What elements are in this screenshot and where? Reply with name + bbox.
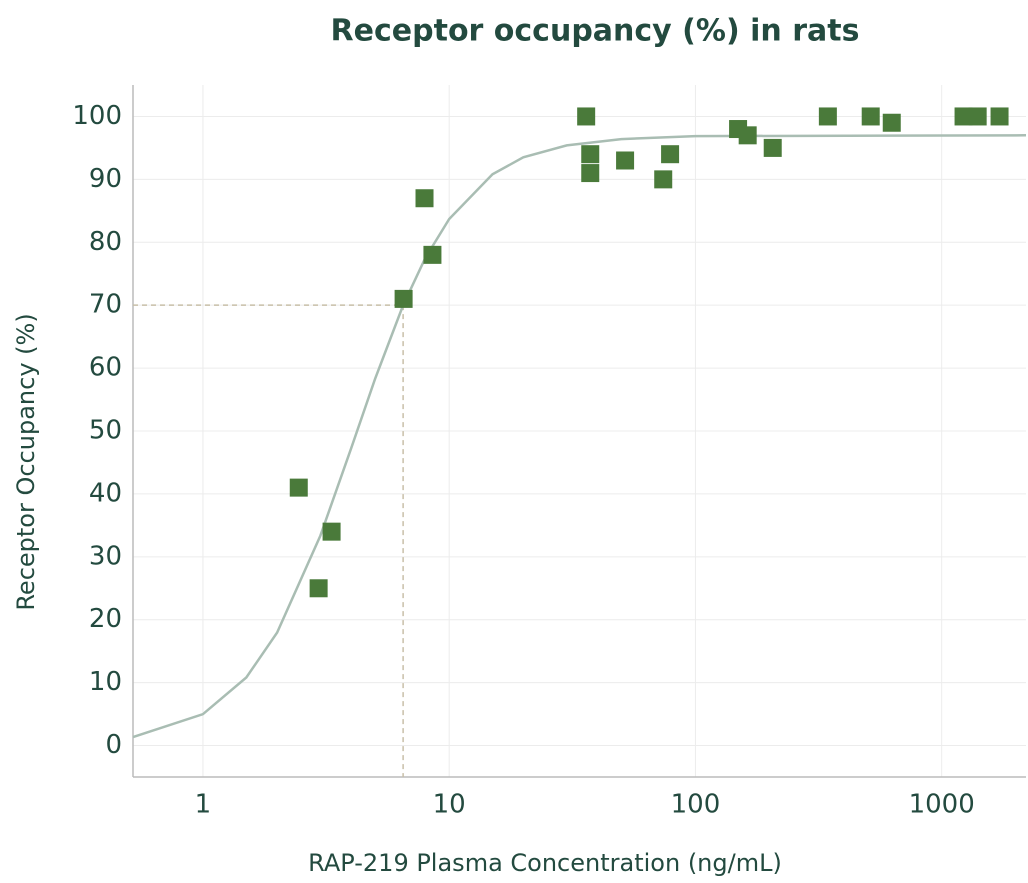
data-point <box>309 579 328 598</box>
data-point <box>289 478 308 497</box>
data-point <box>968 107 987 126</box>
y-tick-label: 90 <box>89 164 122 194</box>
chart-title: Receptor occupancy (%) in rats <box>331 14 860 49</box>
data-point <box>577 107 596 126</box>
data-point <box>738 126 757 145</box>
data-point <box>882 113 901 132</box>
x-tick-label: 1 <box>195 790 212 820</box>
data-point <box>423 245 442 264</box>
data-point <box>654 170 673 189</box>
data-point <box>616 151 635 170</box>
data-point <box>661 145 680 164</box>
data-point <box>954 107 973 126</box>
data-point <box>322 522 341 541</box>
data-point <box>581 145 600 164</box>
y-tick-label: 100 <box>72 101 122 131</box>
fit-curve <box>132 134 1027 739</box>
data-point <box>818 107 837 126</box>
y-tick-label: 80 <box>89 227 122 257</box>
y-tick-label: 60 <box>89 353 122 383</box>
y-tick-label: 30 <box>89 541 122 571</box>
y-tick-label: 50 <box>89 416 122 446</box>
y-axis-label: Receptor Occupancy (%) <box>12 313 40 610</box>
y-tick-label: 20 <box>89 604 122 634</box>
data-point <box>581 164 600 183</box>
x-tick-label: 100 <box>671 790 721 820</box>
x-axis-label: RAP-219 Plasma Concentration (ng/mL) <box>308 849 782 877</box>
data-point <box>763 138 782 157</box>
data-point <box>861 107 880 126</box>
x-tick-label: 10 <box>433 790 466 820</box>
y-tick-label: 40 <box>89 478 122 508</box>
y-tick-label: 70 <box>89 290 122 320</box>
x-tick-label: 1000 <box>909 790 975 820</box>
y-tick-label: 10 <box>89 667 122 697</box>
data-point <box>990 107 1009 126</box>
data-point <box>394 289 413 308</box>
data-point <box>415 189 434 208</box>
y-tick-label: 0 <box>105 730 122 760</box>
